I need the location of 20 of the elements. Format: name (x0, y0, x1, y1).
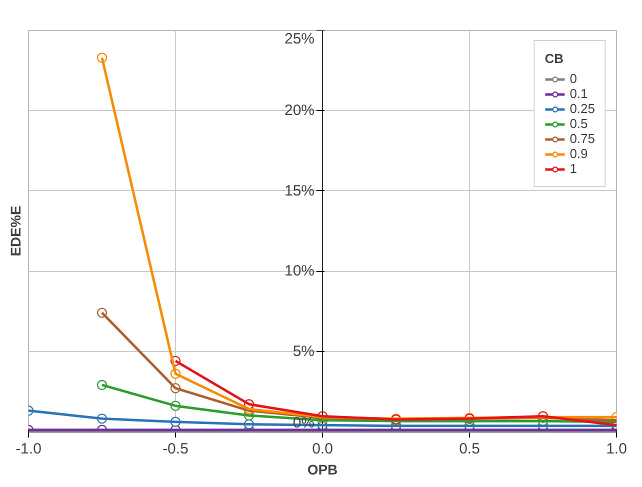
legend-label: 0.25 (570, 101, 595, 116)
y-tick-label: 20% (284, 102, 315, 120)
legend-label: 0.9 (570, 146, 589, 161)
y-tick-label: 25% (284, 30, 315, 48)
legend-label: 0 (570, 71, 578, 86)
y-tick-label: 15% (284, 182, 315, 200)
x-axis-title: OPB (307, 462, 338, 478)
legend-title: CB (544, 51, 564, 66)
x-tick-label: 0.5 (459, 440, 480, 458)
x-tick-label: 0.0 (312, 440, 333, 458)
y-tick-label: 10% (284, 262, 315, 280)
x-tick-label: 1.0 (606, 440, 627, 458)
legend-label: 0.5 (570, 116, 589, 131)
legend-label: 1 (570, 161, 578, 176)
x-tick-label: -1.0 (16, 440, 42, 458)
y-tick-label: 5% (292, 342, 315, 360)
legend-label: 0.75 (570, 131, 595, 146)
legend-label: 0.1 (570, 86, 589, 101)
y-axis-title: EDE%E (8, 206, 24, 256)
x-tick-label: -0.5 (162, 440, 188, 458)
